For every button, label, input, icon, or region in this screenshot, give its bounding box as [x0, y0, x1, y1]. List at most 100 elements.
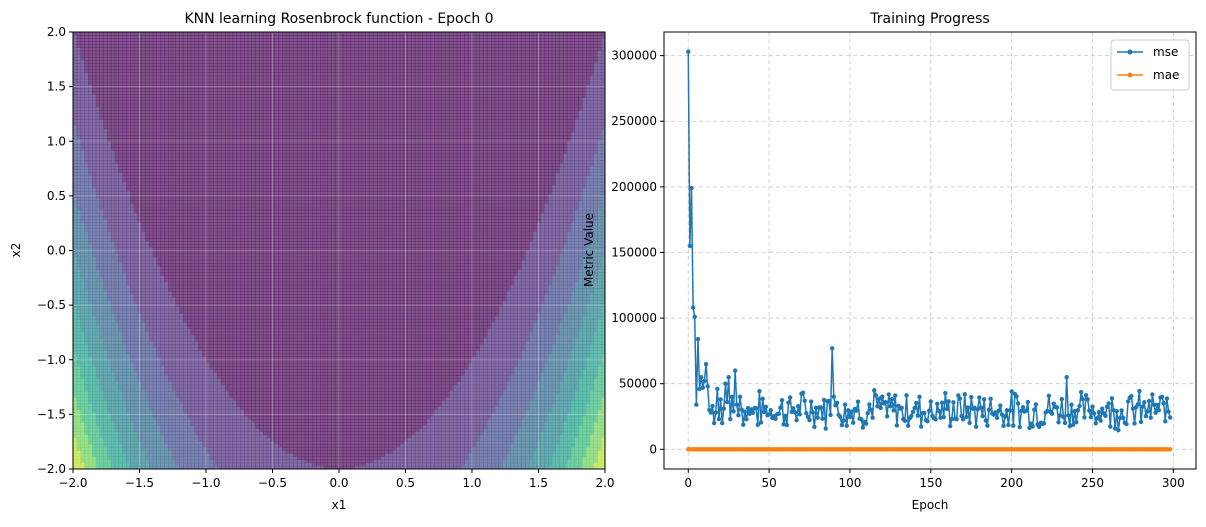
contour-cell: [118, 191, 123, 195]
contour-cell: [145, 32, 150, 36]
contour-cell: [107, 63, 112, 67]
contour-cell: [80, 440, 85, 445]
contour-cell: [88, 141, 93, 145]
contour-cell: [92, 209, 97, 214]
contour-cell: [84, 459, 89, 464]
contour-cell: [99, 403, 104, 407]
contour-cell: [76, 41, 81, 45]
contour-cell: [179, 113, 184, 117]
contour-cell: [126, 60, 131, 64]
contour-cell: [92, 403, 97, 407]
contour-cell: [73, 63, 78, 67]
contour-cell: [103, 378, 108, 382]
contour-cell: [126, 88, 131, 92]
contour-cell: [190, 247, 195, 251]
contour-cell: [76, 259, 81, 264]
contour-cell: [103, 216, 108, 220]
contour-cell: [99, 319, 104, 323]
contour-cell: [187, 253, 192, 258]
left-title: KNN learning Rosenbrock function - Epoch…: [184, 11, 493, 27]
contour-cell: [183, 153, 188, 158]
contour-cell: [187, 225, 192, 230]
contour-cell: [160, 350, 165, 354]
contour-cell: [152, 138, 157, 142]
contour-cell: [92, 387, 97, 392]
contour-cell: [92, 453, 97, 457]
contour-cell: [92, 287, 97, 292]
contour-cell: [76, 53, 81, 58]
contour-cell: [145, 56, 150, 61]
contour-cell: [126, 337, 131, 342]
contour-cell: [198, 266, 203, 270]
contour-cell: [80, 309, 85, 314]
contour-cell: [206, 32, 211, 36]
contour-cell: [133, 297, 138, 301]
contour-cell: [187, 297, 192, 301]
contour-cell: [133, 213, 138, 217]
contour-cell: [133, 359, 138, 364]
contour-cell: [95, 328, 100, 333]
contour-cell: [80, 369, 85, 373]
contour-cell: [152, 213, 157, 217]
contour-cell: [160, 440, 165, 445]
contour-cell: [133, 309, 138, 314]
contour-cell: [80, 241, 85, 245]
contour-cell: [183, 138, 188, 142]
contour-cell: [152, 94, 157, 98]
contour-cell: [88, 147, 93, 152]
contour-cell: [206, 228, 211, 233]
contour-cell: [122, 319, 127, 323]
contour-cell: [92, 294, 97, 298]
contour-cell: [99, 238, 104, 242]
contour-cell: [99, 241, 104, 245]
contour-cell: [156, 97, 161, 102]
contour-cell: [183, 381, 188, 386]
contour-cell: [183, 397, 188, 401]
contour-cell: [92, 172, 97, 176]
contour-cell: [88, 184, 93, 189]
contour-cell: [168, 191, 173, 195]
contour-cell: [179, 175, 184, 180]
contour-cell: [92, 415, 97, 420]
contour-cell: [137, 309, 142, 314]
contour-cell: [122, 247, 127, 251]
contour-cell: [122, 369, 127, 373]
contour-cell: [80, 397, 85, 401]
contour-cell: [190, 369, 195, 373]
contour-cell: [111, 447, 116, 451]
contour-cell: [118, 60, 123, 64]
contour-cell: [175, 35, 180, 39]
contour-cell: [99, 406, 104, 411]
contour-cell: [92, 422, 97, 426]
contour-cell: [137, 422, 142, 426]
contour-cell: [152, 88, 157, 92]
contour-cell: [73, 453, 78, 457]
contour-cell: [84, 216, 89, 220]
contour-cell: [111, 69, 116, 73]
contour-cell: [156, 284, 161, 289]
contour-cell: [145, 431, 150, 436]
contour-cell: [133, 78, 138, 83]
contour-cell: [118, 272, 123, 276]
contour-cell: [198, 294, 203, 298]
contour-cell: [118, 437, 123, 442]
contour-cell: [171, 262, 176, 267]
contour-cell: [92, 428, 97, 432]
contour-cell: [73, 403, 78, 407]
contour-cell: [92, 347, 97, 351]
contour-cell: [183, 450, 188, 454]
contour-cell: [190, 119, 195, 123]
contour-cell: [107, 334, 112, 339]
contour-cell: [198, 303, 203, 308]
contour-cell: [133, 337, 138, 342]
contour-cell: [118, 275, 123, 279]
contour-cell: [194, 300, 199, 304]
contour-cell: [111, 231, 116, 236]
contour-cell: [187, 181, 192, 186]
contour-cell: [171, 325, 176, 329]
contour-cell: [183, 447, 188, 451]
contour-cell: [183, 60, 188, 64]
contour-cell: [171, 316, 176, 320]
contour-cell: [164, 156, 169, 161]
contour-cell: [152, 81, 157, 86]
